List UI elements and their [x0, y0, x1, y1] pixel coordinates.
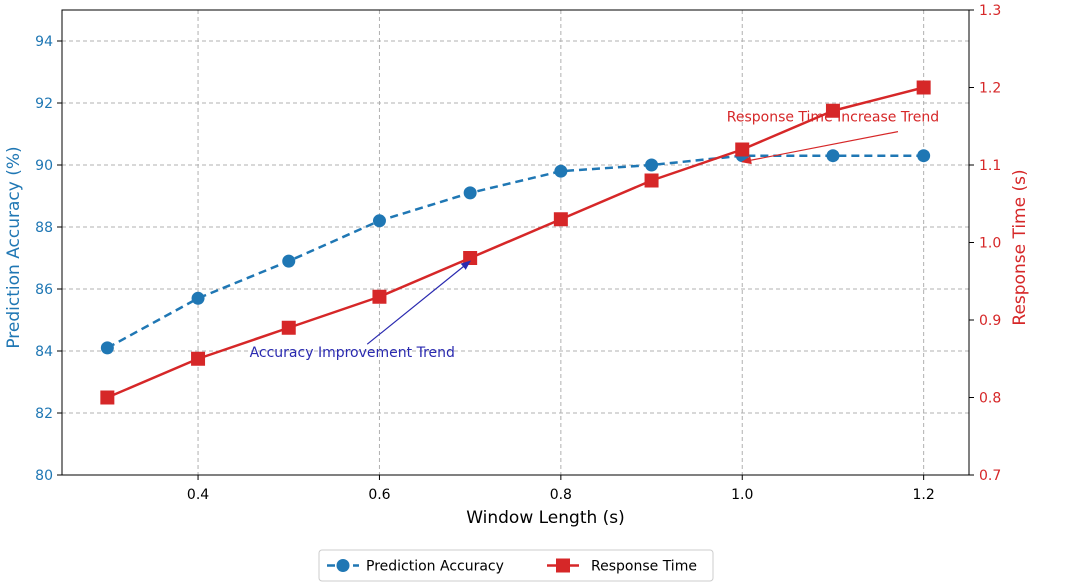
x-axis-label: Window Length (s): [466, 508, 625, 528]
y-right-tick-label: 1.2: [979, 81, 1001, 97]
y-left-tick-label: 90: [35, 158, 53, 174]
y-left-tick-label: 84: [35, 344, 53, 360]
data-point-accuracy: [917, 149, 931, 163]
data-point-accuracy: [554, 164, 568, 178]
x-tick-label: 1.0: [731, 487, 753, 503]
data-point-response-time: [735, 142, 750, 157]
y-left-tick-label: 86: [35, 282, 53, 298]
data-point-accuracy: [645, 158, 659, 172]
y-right-tick-label: 0.9: [979, 313, 1001, 329]
y-left-tick-label: 92: [35, 96, 53, 112]
data-point-accuracy: [191, 291, 205, 305]
y-right-tick-label: 0.8: [979, 391, 1001, 407]
data-point-accuracy: [100, 341, 114, 355]
data-point-response-time: [191, 351, 206, 366]
x-tick-label: 0.6: [368, 487, 390, 503]
x-tick-label: 0.8: [550, 487, 572, 503]
data-point-response-time: [463, 251, 478, 265]
y-right-tick-label: 1.3: [979, 3, 1001, 19]
legend-label-accuracy: Prediction Accuracy: [366, 559, 504, 575]
annotations: Accuracy Improvement Trend Response Time …: [250, 110, 940, 362]
grid: [62, 10, 969, 476]
y-left-tick-label: 88: [35, 220, 53, 236]
series-line-response-time: [106, 86, 924, 399]
annotation-label: Accuracy Improvement Trend: [250, 345, 455, 361]
legend-marker-accuracy: [336, 559, 350, 572]
data-point-response-time: [553, 212, 568, 227]
annotation-arrow: [741, 131, 899, 165]
y-left-tick-label: 82: [35, 406, 53, 422]
legend-marker-response-time: [556, 558, 570, 573]
y-left-tick-label: 80: [35, 468, 53, 484]
series-line-prediction-accuracy: [106, 154, 924, 349]
y-left-axis-label: Prediction Accuracy (%): [4, 146, 24, 348]
data-point-accuracy: [282, 254, 296, 268]
x-tick-label: 1.2: [913, 487, 935, 503]
y-left-tick-label: 94: [35, 34, 53, 50]
y-right-axis-label: Response Time (s): [1010, 169, 1030, 325]
y-right-tick-label: 1.0: [979, 236, 1001, 252]
data-point-response-time: [825, 103, 840, 118]
data-point-response-time: [372, 289, 387, 304]
legend-box: [318, 549, 714, 582]
data-point-accuracy: [463, 186, 477, 200]
data-point-response-time: [644, 173, 659, 188]
annotation-label: Response Time Increase Trend: [727, 110, 939, 126]
y-right-tick-label: 1.1: [979, 158, 1001, 174]
legend-label-response-time: Response Time: [591, 559, 697, 575]
y-right-tick-label: 0.7: [979, 468, 1001, 484]
x-tick-label: 0.4: [187, 487, 209, 503]
legend: Prediction Accuracy Response Time: [318, 549, 714, 582]
data-point-response-time: [916, 80, 931, 95]
data-point-accuracy: [372, 214, 386, 228]
plot-frame: [61, 9, 970, 476]
data-point-response-time: [281, 320, 296, 335]
annotation-arrow: [366, 260, 471, 345]
axes: 0.4 0.6 0.8 1.0 1.2 80 82 84 86 88 90 92 94 0.7 0.8 0.9…: [4, 3, 1030, 528]
data-point-response-time: [100, 390, 115, 405]
series-layer: [100, 80, 931, 405]
data-point-accuracy: [826, 149, 840, 163]
